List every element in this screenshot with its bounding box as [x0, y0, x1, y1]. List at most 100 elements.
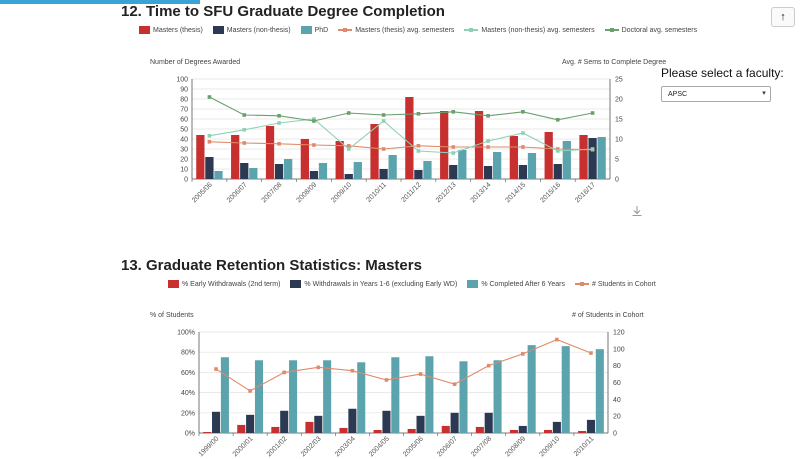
- arrow-up-icon: ↑: [780, 11, 786, 23]
- chart2-y-tick: 60%: [181, 370, 195, 377]
- chart1-line-point-1-4: [346, 147, 351, 151]
- chart1-legend-line-0[interactable]: Masters (thesis) avg. semesters: [338, 26, 454, 34]
- chart2-bar-1-6: [416, 415, 425, 433]
- chart2-bar-2-11: [595, 349, 604, 433]
- chart2-y2-tick: 100: [613, 346, 625, 353]
- chart2-x-tick-label: 2003/04: [334, 435, 357, 458]
- section-title-retention: 13. Graduate Retention Statistics: Maste…: [121, 257, 422, 274]
- chart2-legend-bar-2[interactable]: % Completed After 6 Years: [467, 280, 565, 288]
- chart1-legend-bar-1[interactable]: Masters (non-thesis): [212, 26, 291, 34]
- chart2-x-tick-label: 2009/10: [538, 435, 561, 458]
- chart1-legend-bar-0[interactable]: Masters (thesis): [139, 26, 203, 34]
- chart2-line-point-0-5: [384, 378, 389, 382]
- chart1-y-tick: 90: [180, 87, 188, 94]
- chart1-y-tick: 100: [176, 77, 188, 84]
- chart2-x-tick-label: 2008/09: [504, 435, 527, 458]
- chart1-bar-0-2: [265, 126, 275, 179]
- chart1-bar-2-5: [388, 155, 397, 179]
- chart1-bar-2-2: [284, 159, 293, 179]
- chart2-x-tick-label: 2002/03: [300, 435, 323, 458]
- top-progress-bar: [0, 0, 200, 4]
- chart1-bar-1-8: [483, 166, 493, 179]
- chart2-x-tick-label: 2007/08: [470, 435, 493, 458]
- chart2-line-point-0-1: [248, 389, 252, 393]
- legend-label: Masters (thesis): [153, 26, 203, 34]
- legend-label: # Students in Cohort: [591, 280, 656, 288]
- chart2-bar-0-1: [237, 424, 246, 433]
- chart2-line-point-0-6: [418, 372, 423, 376]
- chart2-bar-0-3: [305, 421, 314, 433]
- scroll-top-button[interactable]: ↑: [771, 7, 795, 27]
- chart1-line-point-0-1: [242, 141, 247, 145]
- chart1-line-point-1-5: [381, 119, 386, 123]
- chart2-bar-2-4: [357, 362, 366, 433]
- chart2-bar-0-10: [543, 429, 553, 433]
- chart2-line-point-0-3: [316, 365, 321, 370]
- legend-label: Masters (non-thesis) avg. semesters: [481, 26, 595, 34]
- chart2-line-point-0-2: [282, 370, 287, 375]
- chart1-line-point-0-10: [555, 147, 560, 151]
- chart1-line-point-2-5: [381, 113, 386, 117]
- chart1-line-point-0-3: [312, 143, 316, 147]
- chart1-line-point-1-7: [451, 151, 456, 155]
- chart1-legend-line-2[interactable]: Doctoral avg. semesters: [604, 26, 697, 34]
- chart2-y2-tick: 120: [613, 330, 625, 337]
- legend-label: Masters (thesis) avg. semesters: [355, 26, 455, 34]
- legend-label: % Completed After 6 Years: [481, 280, 565, 288]
- chart1-y2-tick: 0: [615, 177, 619, 184]
- chart2-line-point-0-11: [589, 351, 593, 355]
- chart2-bar-2-3: [323, 360, 332, 433]
- chart1-bar-1-2: [274, 164, 284, 179]
- chart2-bar-2-1: [254, 360, 264, 433]
- faculty-select[interactable]: APSC ▾: [661, 86, 771, 102]
- chart1-bar-1-6: [414, 170, 423, 179]
- chart2-y-axis-title: % of Students: [150, 312, 194, 319]
- chart1-legend-bar-2[interactable]: PhD: [300, 26, 328, 34]
- chart1-bar-0-7: [440, 111, 449, 179]
- chart2-line-point-0-0: [214, 367, 218, 371]
- chart1-bar-2-6: [423, 161, 432, 179]
- chart1-bar-0-8: [474, 111, 484, 179]
- chart2-y-tick: 0%: [185, 431, 195, 438]
- chart2-x-tick-label: 2004/05: [368, 435, 391, 458]
- chart2-legend-bar-0[interactable]: % Early Withdrawals (2nd term): [168, 280, 280, 288]
- chart2-bar-1-3: [314, 415, 323, 433]
- chart2-y2-tick: 40: [613, 397, 621, 404]
- chart1-bar-1-4: [344, 174, 353, 179]
- chart1-y-axis-title: Number of Degrees Awarded: [150, 59, 241, 66]
- chart2-legend: % Early Withdrawals (2nd term) % Withdraw…: [168, 280, 656, 288]
- chart1-legend-line-1[interactable]: Masters (non-thesis) avg. semesters: [464, 26, 595, 34]
- chart1-y-tick: 10: [180, 167, 188, 174]
- chart1-bar-1-5: [379, 169, 388, 179]
- chart2-bar-0-2: [271, 426, 280, 433]
- download-icon[interactable]: [631, 205, 643, 217]
- chart1-y2-tick: 10: [615, 137, 623, 144]
- chart2-bar-2-7: [459, 361, 468, 433]
- chart1-line-point-2-1: [242, 113, 247, 117]
- chart1-line-0: [209, 141, 593, 151]
- chart1-bar-2-10: [562, 141, 571, 179]
- chart2-legend-bar-1[interactable]: % Withdrawals in Years 1-6 (excluding Ea…: [290, 280, 457, 288]
- chart1-line-point-2-4: [346, 111, 351, 115]
- faculty-label: Please select a faculty:: [661, 66, 784, 80]
- chart2-x-tick-label: 2010/11: [573, 435, 596, 458]
- chart2-bar-0-0: [203, 431, 212, 433]
- chart2-y2-axis-title: # of Students in Cohort: [572, 312, 644, 319]
- chart2-bar-1-5: [382, 410, 391, 433]
- chart1-bar-1-1: [240, 163, 249, 179]
- section-title-completion: 12. Time to SFU Graduate Degree Completi…: [121, 3, 445, 20]
- chart2-y-tick: 80%: [181, 350, 195, 357]
- chart1-bar-2-8: [493, 152, 502, 179]
- chart2-bar-2-6: [425, 356, 434, 433]
- chart2-legend-line-0[interactable]: # Students in Cohort: [574, 280, 656, 288]
- chart1-y2-tick: 5: [615, 157, 619, 164]
- chart2-x-tick-label: 2006/07: [436, 435, 459, 458]
- chart1-line-1: [209, 118, 593, 154]
- chart1-line-point-2-7: [451, 110, 456, 114]
- legend-label: Masters (non-thesis): [226, 26, 291, 34]
- chart1-y2-tick: 15: [615, 117, 623, 124]
- chart2-bar-1-7: [450, 412, 459, 433]
- chart1-bar-2-4: [353, 162, 362, 179]
- chart1-line-point-1-6: [416, 149, 421, 153]
